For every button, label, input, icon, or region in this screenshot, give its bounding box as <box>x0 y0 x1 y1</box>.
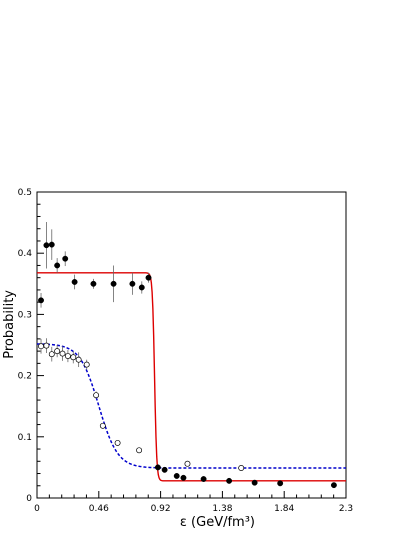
data-point-filled <box>43 242 50 249</box>
y-axis-label: Probability <box>2 290 17 359</box>
data-point-filled <box>251 479 258 486</box>
data-point-filled <box>48 241 55 248</box>
data-point-open <box>54 348 61 355</box>
x-tick-label: 1.38 <box>212 504 232 514</box>
data-point-open <box>93 392 100 399</box>
data-point-open <box>43 342 50 349</box>
data-point-open <box>70 354 77 361</box>
data-point-filled <box>330 482 337 489</box>
data-point-open <box>64 353 71 359</box>
axis-ticks: 0 0.46 0.92 1.38 1.84 2.3 0 0.1 0.2 0.3 0.4 0.5 <box>18 188 353 514</box>
plot-frame <box>36 191 347 499</box>
data-point-open <box>59 350 66 357</box>
data-point-filled <box>173 473 180 479</box>
data-point-filled <box>129 280 136 287</box>
y-tick-label: 0 <box>26 494 32 504</box>
data-point-filled <box>154 464 161 471</box>
y-tick-label: 0.4 <box>18 249 33 259</box>
data-point-filled <box>161 466 168 473</box>
data-point-filled <box>110 280 117 287</box>
data-point-open <box>38 343 44 350</box>
data-point-open <box>184 460 191 467</box>
fit-curves <box>36 272 346 482</box>
data-point-filled <box>71 279 78 285</box>
data-point-open <box>83 361 90 368</box>
y-tick-label: 0.1 <box>18 433 32 443</box>
data-point-open <box>114 439 121 446</box>
fit-curve-dashed <box>36 343 346 469</box>
data-point-filled <box>90 280 97 287</box>
data-point-filled <box>54 262 61 269</box>
x-tick-label: 0.92 <box>151 504 171 514</box>
data-point-filled <box>180 474 187 481</box>
data-point-open <box>48 351 55 358</box>
y-tick-label: 0.3 <box>18 310 32 320</box>
data-point-open <box>99 422 106 429</box>
data-point-filled <box>62 255 69 262</box>
data-point-filled <box>277 480 284 487</box>
data-point-open <box>136 447 143 454</box>
data-point-filled <box>145 274 152 281</box>
x-tick-label: 1.84 <box>274 504 294 514</box>
data-point-open <box>238 465 245 471</box>
data-point-filled <box>138 284 145 291</box>
data-points <box>38 221 337 489</box>
x-tick-label: 2.3 <box>339 504 353 514</box>
fit-curve-solid <box>37 272 346 482</box>
data-point-filled <box>226 477 233 484</box>
y-tick-label: 0.2 <box>18 372 32 382</box>
x-axis-label: ε (GeV/fm³) <box>180 515 255 530</box>
x-tick-label: 0 <box>34 504 40 514</box>
data-point-filled <box>200 476 207 482</box>
y-tick-label: 0.5 <box>18 188 32 198</box>
x-tick-label: 0.46 <box>89 504 109 514</box>
data-point-open <box>75 356 82 363</box>
